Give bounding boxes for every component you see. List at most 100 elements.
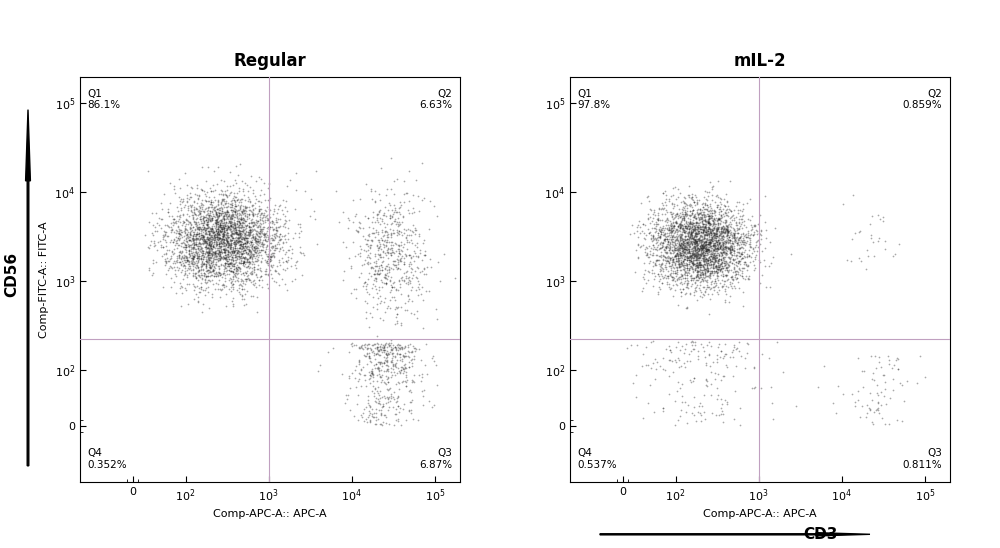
Point	[181, 212, 197, 220]
Point	[677, 247, 693, 255]
Point	[677, 229, 693, 237]
Point	[222, 236, 238, 244]
Point	[233, 222, 249, 231]
Point	[711, 231, 727, 239]
Point	[400, 297, 416, 306]
Point	[354, 341, 370, 350]
Point	[675, 224, 691, 233]
Point	[188, 244, 204, 253]
Point	[185, 251, 201, 260]
Point	[717, 396, 733, 404]
Point	[678, 288, 694, 297]
Point	[650, 231, 666, 240]
Point	[379, 365, 395, 374]
Point	[722, 258, 738, 266]
Point	[260, 254, 276, 263]
Point	[365, 208, 381, 217]
Point	[674, 234, 690, 243]
Point	[390, 302, 406, 311]
Point	[163, 223, 179, 232]
Point	[701, 253, 717, 262]
Point	[387, 206, 403, 214]
Point	[233, 239, 249, 248]
Point	[193, 255, 209, 264]
Point	[182, 231, 198, 239]
Point	[245, 206, 261, 214]
Point	[687, 252, 703, 260]
Point	[702, 212, 718, 220]
Point	[253, 220, 269, 229]
Point	[682, 271, 698, 280]
Point	[693, 231, 709, 239]
Point	[222, 239, 238, 248]
Point	[644, 266, 660, 275]
Point	[688, 272, 704, 281]
Point	[370, 363, 386, 372]
Point	[236, 239, 252, 248]
Point	[385, 349, 401, 357]
Point	[239, 242, 255, 251]
Point	[212, 233, 228, 242]
Point	[253, 251, 269, 260]
Point	[239, 254, 255, 263]
Point	[658, 248, 674, 257]
Point	[178, 243, 194, 252]
Point	[244, 269, 260, 278]
Point	[675, 239, 691, 248]
Point	[689, 260, 705, 269]
Point	[355, 409, 371, 418]
Point	[180, 203, 196, 212]
Point	[872, 214, 888, 223]
Point	[669, 249, 685, 258]
Point	[404, 358, 420, 367]
Point	[370, 399, 386, 408]
Point	[164, 225, 180, 234]
Point	[663, 225, 679, 233]
Point	[686, 197, 702, 206]
Point	[670, 236, 686, 244]
Point	[679, 223, 695, 232]
Point	[210, 285, 226, 294]
Point	[735, 238, 751, 247]
Point	[216, 281, 232, 289]
Point	[370, 209, 386, 218]
Point	[213, 260, 229, 269]
Point	[186, 252, 202, 260]
Point	[679, 260, 695, 269]
Point	[672, 230, 688, 239]
Point	[717, 217, 733, 226]
Point	[372, 219, 388, 228]
Point	[700, 267, 716, 276]
Point	[235, 187, 251, 196]
Point	[250, 248, 266, 257]
Point	[194, 200, 210, 209]
Point	[208, 255, 224, 264]
Point	[212, 215, 228, 224]
Point	[370, 217, 386, 226]
Point	[641, 252, 657, 261]
Point	[242, 262, 258, 271]
Point	[364, 347, 380, 356]
Point	[399, 236, 415, 244]
Point	[239, 235, 255, 244]
Point	[371, 347, 387, 356]
Point	[690, 211, 706, 220]
Point	[214, 235, 230, 244]
Point	[680, 191, 696, 200]
Point	[232, 236, 248, 245]
Point	[221, 232, 237, 241]
Point	[707, 277, 723, 286]
Point	[266, 246, 282, 254]
Point	[288, 258, 304, 266]
Point	[170, 228, 186, 237]
Point	[192, 203, 208, 212]
Point	[825, 398, 841, 407]
Point	[690, 219, 706, 227]
Point	[234, 249, 250, 258]
Point	[692, 253, 708, 262]
Point	[706, 239, 722, 248]
Point	[712, 243, 728, 252]
Point	[219, 229, 235, 237]
Point	[394, 377, 410, 386]
Point	[216, 214, 232, 222]
